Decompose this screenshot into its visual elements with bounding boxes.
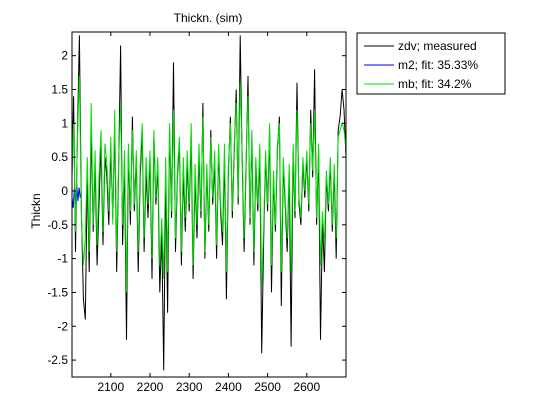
plot-area-border (71, 31, 347, 378)
x-tick-label-1: 2200 (137, 380, 164, 394)
x-axis-ticks: 2100 2200 2300 2400 2500 2600 (97, 32, 320, 394)
y-tick-label-7: 1 (61, 116, 68, 130)
y-tick-label-3: -1 (57, 252, 68, 266)
x-tick-label-5: 2600 (293, 380, 320, 394)
y-tick-label-5: 0 (61, 184, 68, 198)
y-tick-label-6: 0.5 (51, 150, 68, 164)
y-tick-label-8: 1.5 (51, 83, 68, 97)
x-tick-label-2: 2300 (176, 380, 203, 394)
series-line-2 (71, 75, 347, 293)
y-tick-label-2: -1.5 (47, 285, 68, 299)
x-tick-label-4: 2500 (254, 380, 281, 394)
y-axis-ticks: -2.5 -2 -1.5 -1 -0.5 0 0.5 1 1.5 2 (47, 49, 346, 367)
y-axis-label: Thickn (29, 193, 43, 228)
legend: zdv; measured m2; fit: 35.33% mb; fit: 34.… (356, 32, 506, 95)
chart-title: Thickn. (sim) (174, 11, 243, 25)
x-tick-label-3: 2400 (215, 380, 242, 394)
y-tick-label-1: -2 (57, 319, 68, 333)
series-layer (71, 35, 347, 371)
y-tick-label-0: -2.5 (47, 353, 68, 367)
legend-label-0: zdv; measured (398, 39, 477, 53)
y-tick-label-9: 2 (61, 49, 68, 63)
x-tick-label-0: 2100 (97, 380, 124, 394)
y-tick-label-4: -0.5 (47, 218, 68, 232)
legend-label-1: m2; fit: 35.33% (398, 58, 478, 72)
legend-label-2: mb; fit: 34.2% (398, 77, 472, 91)
